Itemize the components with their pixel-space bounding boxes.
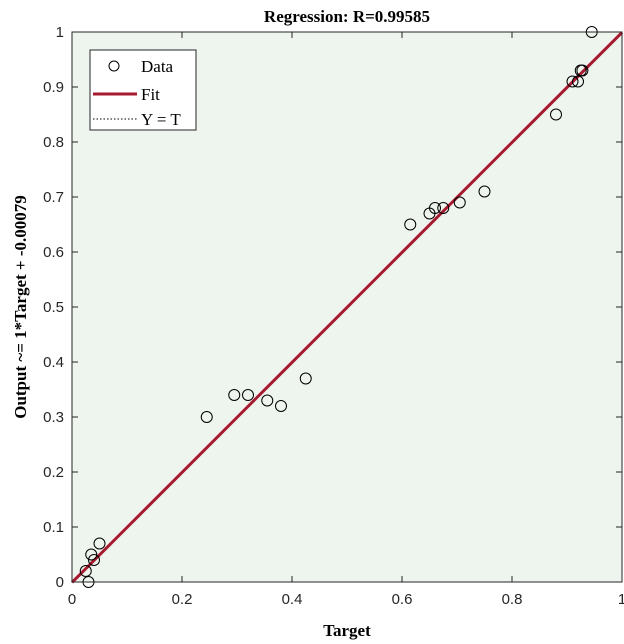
data-point: [93, 537, 106, 550]
data-point: [79, 565, 92, 577]
data-point: [261, 394, 274, 407]
y-tick-label: 0.8: [43, 134, 64, 151]
data-point: [228, 389, 241, 401]
x-tick-label: 1: [618, 591, 624, 608]
x-tick-label: 0: [68, 591, 76, 608]
y-tick-label: 0.2: [43, 464, 64, 481]
y-tick-label: 0.4: [43, 354, 64, 371]
plot-frame: [71, 31, 623, 583]
data-point: [453, 196, 466, 209]
data-point: [429, 202, 441, 214]
y-tick-label: 0.7: [43, 189, 64, 206]
fit-line: [70, 31, 624, 584]
data-point: [566, 75, 579, 88]
chart-title: Regression: R=0.99585: [264, 7, 430, 26]
legend-data-marker: [108, 60, 120, 72]
legend-box: [89, 49, 197, 131]
x-tick-label: 0.2: [172, 591, 193, 608]
legend: Data Fit Y = T: [89, 49, 197, 131]
y-axis-label: Output ~= 1*Target + -0.00079: [11, 195, 30, 419]
x-tick-label: 0.8: [502, 591, 523, 608]
y-tick-label: 0.3: [43, 409, 64, 426]
data-point: [478, 185, 491, 198]
data-point: [299, 372, 312, 385]
data-point: [576, 64, 589, 77]
legend-data-label: Data: [141, 57, 174, 76]
data-point: [242, 389, 254, 401]
data-point: [88, 554, 100, 566]
x-tick-label: 0.6: [392, 591, 413, 608]
data-point: [85, 548, 98, 561]
y-tick-label: 0.9: [43, 79, 64, 96]
y-tick-label: 0: [56, 574, 64, 591]
x-tick-label: 0.4: [282, 591, 303, 608]
data-point: [437, 202, 450, 214]
y-tick-label: 0.1: [43, 519, 64, 536]
data-point: [275, 400, 287, 412]
data-point: [550, 108, 562, 121]
x-axis-label: Target: [323, 621, 371, 640]
y-tick-labels: 0 0.1 0.2 0.3 0.4 0.5 0.6 0.7 0.8 0.9 1: [43, 24, 64, 591]
y-tick-label: 1: [56, 24, 64, 41]
data-point: [404, 218, 417, 231]
data-point: [572, 75, 584, 88]
x-tick-labels: 0 0.2 0.4 0.6 0.8 1: [68, 591, 624, 608]
data-point: [200, 411, 213, 423]
y-tick-label: 0.6: [43, 244, 64, 261]
fit-line-layer: [70, 31, 624, 584]
y-tick-label: 0.5: [43, 299, 64, 316]
legend-fit-label: Fit: [141, 85, 160, 104]
legend-identity-label: Y = T: [141, 110, 181, 129]
